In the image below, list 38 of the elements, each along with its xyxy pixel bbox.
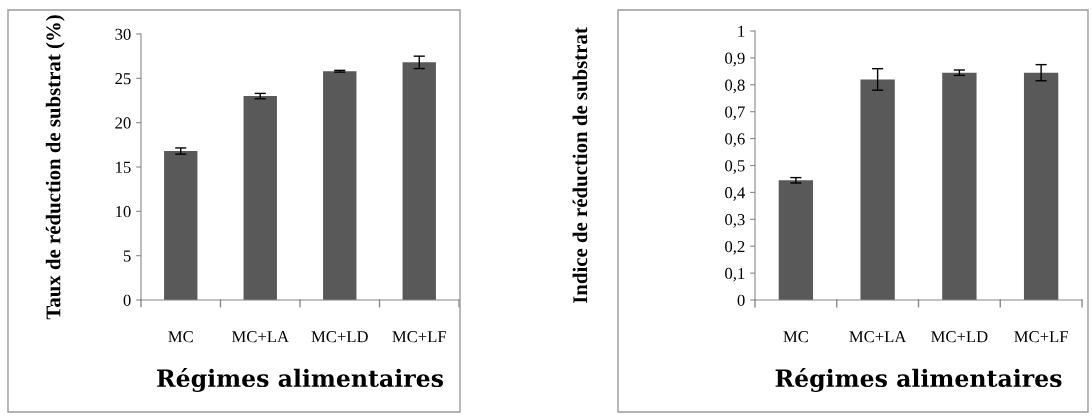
y-tick-label: 20: [115, 117, 131, 129]
y-tick-label: 10: [116, 206, 131, 218]
y-tick-label: 0,7: [725, 106, 745, 121]
x-tick-label: MC: [783, 331, 808, 343]
y-tick-label: 15: [116, 161, 131, 173]
x-tick-label: MC+LF: [392, 331, 447, 343]
y-tick-label: 0,5: [725, 160, 745, 174]
x-axis-title: Régimes alimentaires: [775, 367, 1062, 393]
bar: [778, 180, 814, 300]
y-tick-label: 0,4: [725, 187, 746, 201]
x-tick-label: MC+LD: [931, 331, 988, 343]
y-tick-label: 0,8: [725, 79, 745, 94]
y-tick-label: 25: [115, 73, 131, 85]
bar: [243, 96, 277, 300]
y-axis-title: Taux de réduction de substrat (%): [45, 15, 65, 320]
bar: [942, 72, 977, 300]
x-tick-label: MC: [168, 331, 193, 343]
x-tick-label: MC+LF: [1014, 331, 1068, 343]
x-tick-label: MC+LA: [849, 331, 907, 343]
bar: [323, 71, 357, 300]
y-tick-label: 30: [115, 28, 131, 40]
x-axis-title: Régimes alimentaires: [157, 367, 444, 393]
y-tick-label: 0,1: [725, 267, 745, 282]
bar: [1023, 72, 1059, 300]
x-tick-label: MC+LD: [311, 331, 368, 343]
y-tick-label: 1: [738, 25, 745, 37]
y-tick-label: 0,3: [725, 214, 745, 228]
y-tick-label: 0,6: [725, 133, 745, 147]
y-tick-label: 0,9: [725, 52, 745, 67]
y-tick-label: 0: [123, 294, 131, 306]
y-tick-label: 0,2: [725, 240, 745, 255]
bar: [860, 79, 895, 300]
bar: [164, 151, 198, 300]
y-axis-title: Indice de réduction de substrat: [572, 27, 588, 304]
y-tick-label: 0: [737, 294, 745, 306]
x-tick-label: MC+LA: [231, 331, 289, 343]
bar: [402, 62, 436, 300]
y-tick-label: 5: [123, 250, 131, 262]
